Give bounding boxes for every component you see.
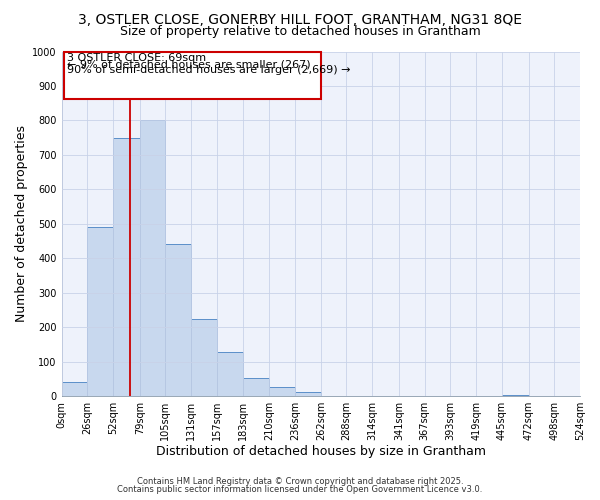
Y-axis label: Number of detached properties: Number of detached properties [15,126,28,322]
Text: 90% of semi-detached houses are larger (2,669) →: 90% of semi-detached houses are larger (… [67,66,351,76]
X-axis label: Distribution of detached houses by size in Grantham: Distribution of detached houses by size … [156,444,486,458]
Bar [140,120,166,396]
Bar [62,382,87,396]
Bar [191,318,217,396]
Text: Contains HM Land Registry data © Crown copyright and database right 2025.: Contains HM Land Registry data © Crown c… [137,477,463,486]
Bar [269,387,295,396]
Bar [502,395,529,396]
Bar [113,138,140,396]
Bar [242,378,269,396]
Text: Size of property relative to detached houses in Grantham: Size of property relative to detached ho… [119,25,481,38]
Text: ← 9% of detached houses are smaller (267): ← 9% of detached houses are smaller (267… [67,59,311,69]
FancyBboxPatch shape [64,52,321,98]
Text: 3 OSTLER CLOSE: 69sqm: 3 OSTLER CLOSE: 69sqm [67,53,206,63]
Bar [166,244,191,396]
Bar [295,392,321,396]
Bar [217,352,242,396]
Bar [87,227,113,396]
Text: Contains public sector information licensed under the Open Government Licence v3: Contains public sector information licen… [118,485,482,494]
Text: 3, OSTLER CLOSE, GONERBY HILL FOOT, GRANTHAM, NG31 8QE: 3, OSTLER CLOSE, GONERBY HILL FOOT, GRAN… [78,12,522,26]
